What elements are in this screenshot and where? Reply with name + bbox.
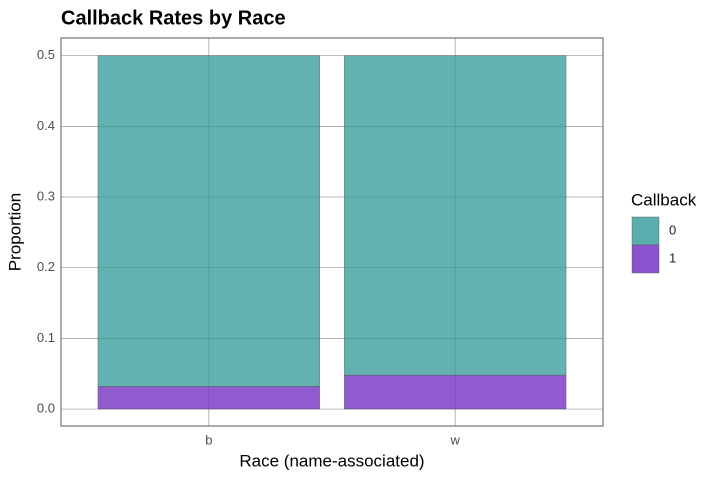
x-axis-title: Race (name-associated) bbox=[239, 451, 424, 470]
panel-border bbox=[60, 37, 604, 427]
bar-segment bbox=[343, 55, 567, 376]
y-tick-label: 0.5 bbox=[37, 47, 55, 62]
y-tick-label: 0.3 bbox=[37, 188, 55, 203]
legend-swatch bbox=[631, 244, 660, 274]
bar-segment bbox=[343, 374, 567, 410]
legend-swatch bbox=[631, 216, 660, 246]
y-tick-label: 0.0 bbox=[37, 400, 55, 415]
y-tick-label: 0.2 bbox=[37, 259, 55, 274]
bar-segment bbox=[97, 55, 321, 387]
legend-title: Callback bbox=[631, 190, 697, 209]
y-tick-label: 0.1 bbox=[37, 330, 55, 345]
legend-label: 1 bbox=[669, 250, 676, 265]
legend-label: 0 bbox=[669, 222, 676, 237]
y-tick-label: 0.4 bbox=[37, 118, 55, 133]
x-tick-label: w bbox=[449, 432, 460, 447]
x-tick-label: b bbox=[205, 432, 212, 447]
y-axis-title: Proportion bbox=[5, 193, 24, 271]
chart-title: Callback Rates by Race bbox=[61, 7, 286, 29]
